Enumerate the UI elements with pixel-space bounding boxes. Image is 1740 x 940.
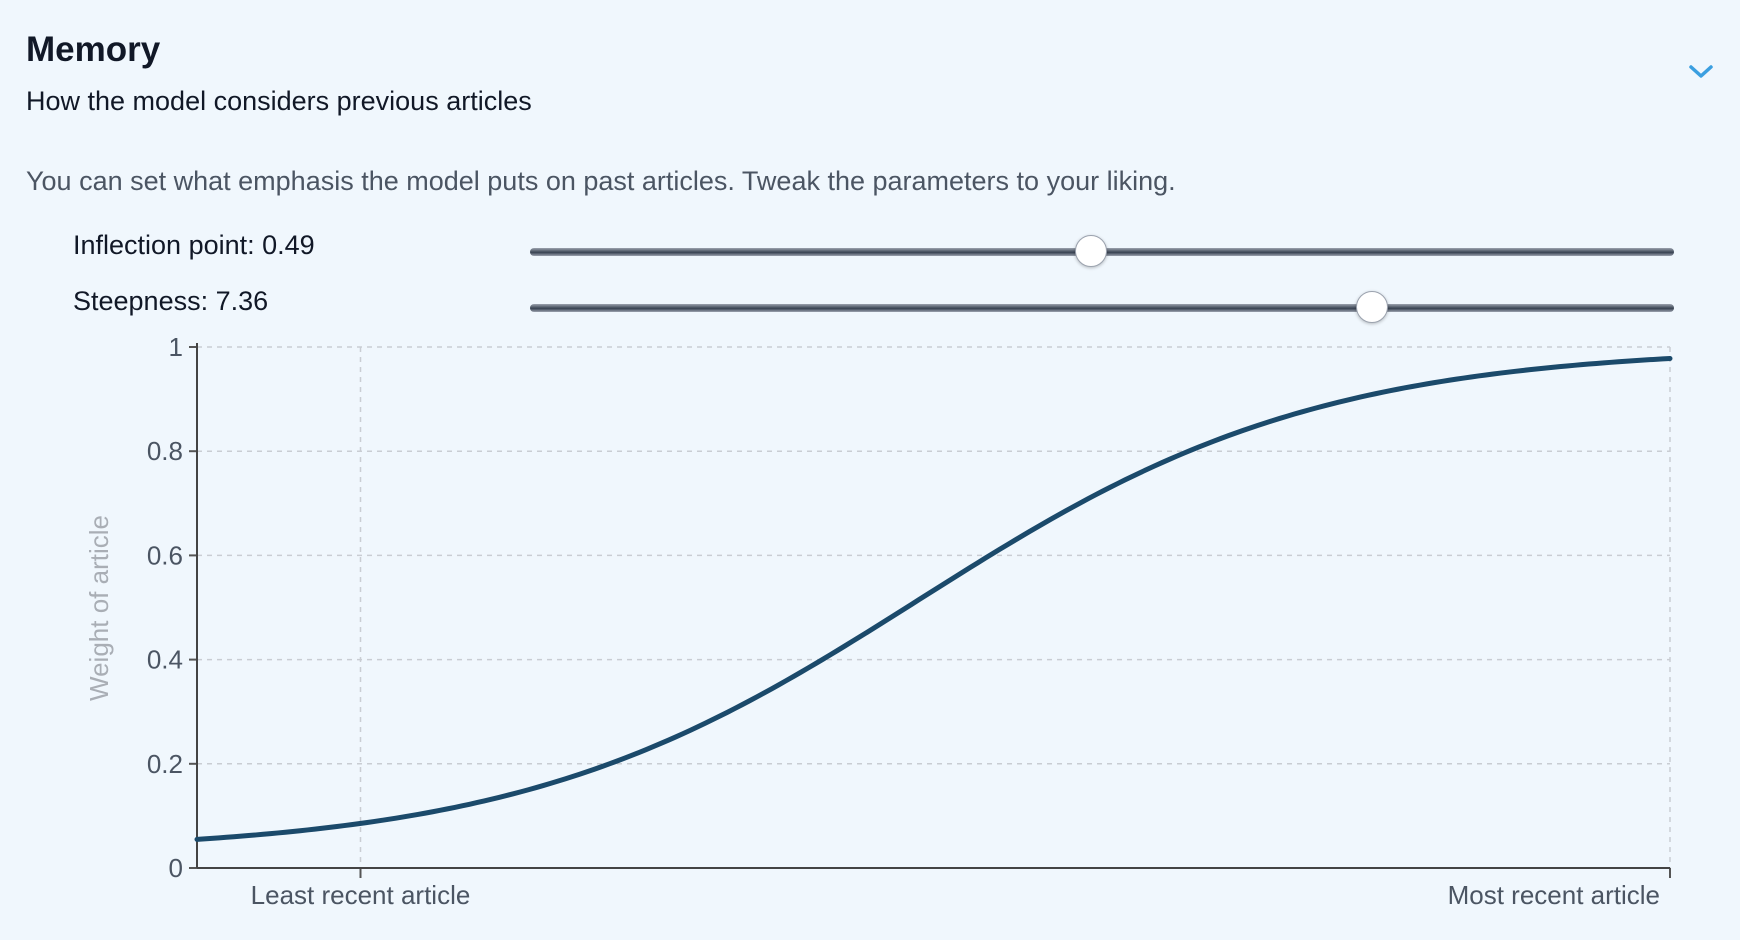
chart-ticks: 0 0.2 0.4 0.6 0.8 1 Least recent article Most r… (147, 332, 1660, 910)
chart-axes (189, 343, 1671, 878)
steepness-label: Steepness: 7.36 (73, 286, 269, 316)
chevron-down-icon[interactable] (1686, 60, 1716, 84)
inflection-point-label: Inflection point: 0.49 (73, 230, 315, 260)
section-subtitle: How the model considers previous article… (26, 86, 532, 116)
y-tick-label: 1 (169, 332, 183, 362)
chart-grid (197, 346, 1671, 868)
y-tick-label: 0.2 (147, 749, 183, 779)
slider-thumb[interactable] (1074, 235, 1107, 267)
slider-track[interactable] (530, 304, 1674, 312)
steepness-slider[interactable] (530, 290, 1674, 326)
section-title: Memory (26, 30, 161, 69)
x-tick-label: Least recent article (251, 880, 471, 910)
y-axis-label: Weight of article (84, 515, 114, 701)
slider-thumb[interactable] (1355, 291, 1388, 323)
section-description: You can set what emphasis the model puts… (26, 166, 1176, 196)
memory-weight-chart: 0 0.2 0.4 0.6 0.8 1 Least recent article Most r… (84, 332, 1673, 910)
inflection-point-slider[interactable] (530, 234, 1674, 270)
y-tick-label: 0.8 (147, 436, 183, 466)
weight-curve-line (194, 355, 1673, 842)
y-tick-label: 0.6 (147, 540, 183, 570)
y-tick-label: 0.4 (147, 645, 183, 675)
x-tick-label: Most recent article (1448, 880, 1660, 910)
y-tick-label: 0 (169, 853, 183, 883)
